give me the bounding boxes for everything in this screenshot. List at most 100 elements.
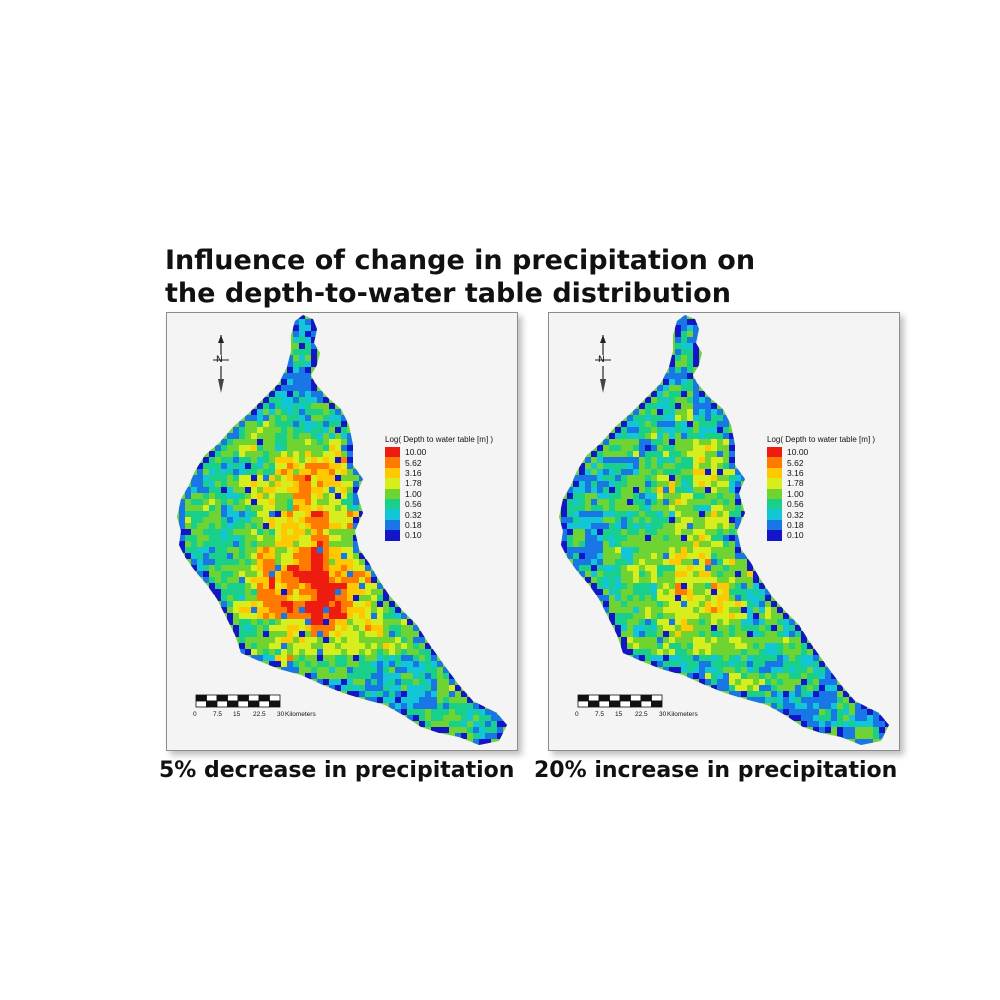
- raster-cell: [299, 445, 305, 451]
- raster-cell: [603, 451, 609, 457]
- raster-cell: [329, 487, 335, 493]
- raster-cell: [849, 727, 855, 733]
- raster-cell: [837, 697, 843, 703]
- raster-cell: [663, 571, 669, 577]
- raster-cell: [645, 451, 651, 457]
- raster-cell: [299, 355, 305, 361]
- raster-cell: [657, 499, 663, 505]
- raster-cell: [209, 565, 215, 571]
- raster-cell: [585, 505, 591, 511]
- raster-cell: [789, 679, 795, 685]
- raster-cell: [681, 505, 687, 511]
- raster-cell: [759, 655, 765, 661]
- raster-cell: [699, 667, 705, 673]
- raster-cell: [687, 529, 693, 535]
- raster-cell: [651, 595, 657, 601]
- raster-cell: [275, 577, 281, 583]
- raster-cell: [705, 463, 711, 469]
- raster-cell: [723, 571, 729, 577]
- raster-cell: [341, 451, 347, 457]
- raster-cell: [395, 709, 401, 715]
- raster-cell: [675, 391, 681, 397]
- raster-cell: [389, 601, 395, 607]
- raster-cell: [239, 463, 245, 469]
- raster-cell: [561, 511, 567, 517]
- raster-cell: [263, 481, 269, 487]
- raster-cell: [663, 475, 669, 481]
- raster-cell: [645, 481, 651, 487]
- raster-cell: [245, 553, 251, 559]
- raster-cell: [603, 589, 609, 595]
- raster-cell: [191, 487, 197, 493]
- raster-cell: [687, 619, 693, 625]
- raster-cell: [221, 571, 227, 577]
- raster-cell: [293, 481, 299, 487]
- raster-cell: [323, 631, 329, 637]
- raster-cell: [717, 469, 723, 475]
- raster-cell: [687, 325, 693, 331]
- raster-cell: [215, 553, 221, 559]
- raster-cell: [657, 457, 663, 463]
- legend-entry: 0.56: [385, 498, 515, 510]
- raster-cell: [681, 541, 687, 547]
- raster-cell: [335, 595, 341, 601]
- raster-cell: [215, 463, 221, 469]
- raster-cell: [663, 379, 669, 385]
- raster-cell: [461, 703, 467, 709]
- raster-cell: [233, 517, 239, 523]
- raster-cell: [753, 577, 759, 583]
- raster-cell: [293, 517, 299, 523]
- raster-cell: [711, 517, 717, 523]
- raster-cell: [239, 445, 245, 451]
- raster-cell: [645, 625, 651, 631]
- raster-cell: [669, 559, 675, 565]
- raster-cell: [239, 505, 245, 511]
- raster-cell: [753, 667, 759, 673]
- raster-cell: [347, 469, 353, 475]
- raster-cell: [323, 613, 329, 619]
- raster-cell: [681, 343, 687, 349]
- scale-segment: [651, 700, 663, 708]
- raster-cell: [693, 559, 699, 565]
- raster-cell: [311, 631, 317, 637]
- raster-cell: [359, 511, 365, 517]
- raster-cell: [413, 697, 419, 703]
- raster-cell: [645, 541, 651, 547]
- raster-cell: [365, 697, 371, 703]
- raster-cell: [633, 445, 639, 451]
- raster-cell: [627, 535, 633, 541]
- raster-cell: [359, 661, 365, 667]
- raster-cell: [711, 511, 717, 517]
- raster-cell: [281, 553, 287, 559]
- raster-cell: [239, 427, 245, 433]
- raster-cell: [663, 541, 669, 547]
- raster-cell: [687, 535, 693, 541]
- raster-cell: [293, 325, 299, 331]
- raster-cell: [663, 643, 669, 649]
- raster-cell: [425, 649, 431, 655]
- raster-cell: [819, 679, 825, 685]
- raster-cell: [413, 643, 419, 649]
- raster-cell: [615, 487, 621, 493]
- raster-cell: [269, 451, 275, 457]
- raster-cell: [627, 511, 633, 517]
- raster-cell: [341, 565, 347, 571]
- raster-cell: [383, 619, 389, 625]
- raster-cell: [329, 553, 335, 559]
- raster-cell: [669, 535, 675, 541]
- raster-cell: [299, 667, 305, 673]
- raster-cell: [609, 481, 615, 487]
- raster-cell: [735, 673, 741, 679]
- raster-cell: [227, 463, 233, 469]
- raster-cell: [615, 463, 621, 469]
- raster-cell: [275, 571, 281, 577]
- raster-cell: [251, 475, 257, 481]
- raster-cell: [849, 715, 855, 721]
- raster-cell: [239, 529, 245, 535]
- raster-cell: [699, 517, 705, 523]
- raster-cell: [711, 625, 717, 631]
- raster-cell: [771, 625, 777, 631]
- raster-cell: [675, 625, 681, 631]
- raster-cell: [281, 445, 287, 451]
- raster-cell: [455, 721, 461, 727]
